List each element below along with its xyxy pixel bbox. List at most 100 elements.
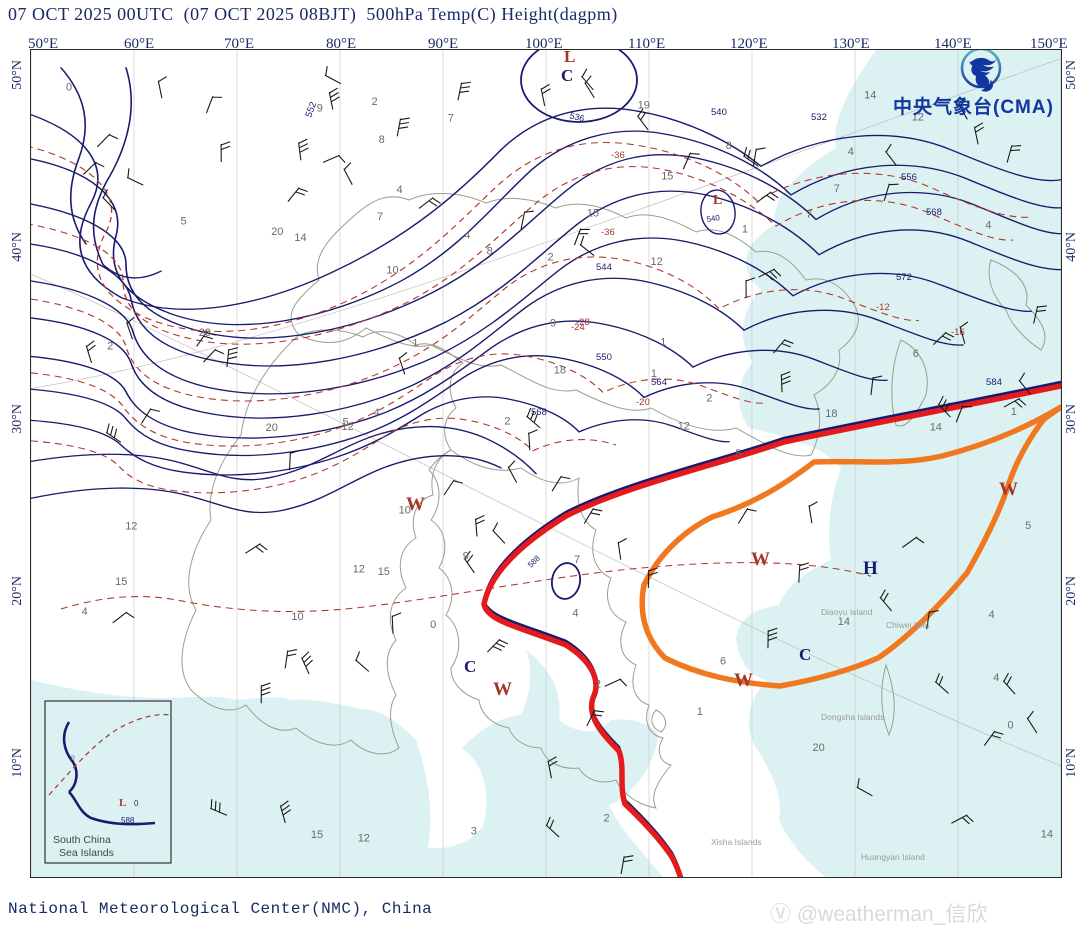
svg-text:C: C	[799, 645, 811, 664]
svg-text:1: 1	[697, 706, 703, 718]
svg-text:12: 12	[651, 256, 663, 268]
svg-text:15: 15	[587, 207, 599, 219]
svg-text:2: 2	[548, 251, 554, 263]
svg-text:14: 14	[864, 89, 876, 101]
svg-text:15: 15	[115, 576, 127, 588]
svg-text:550: 550	[596, 352, 612, 363]
svg-text:18: 18	[554, 365, 566, 377]
svg-text:6: 6	[913, 348, 919, 360]
svg-text:4: 4	[993, 672, 999, 684]
svg-text:20: 20	[813, 742, 825, 754]
svg-text:7: 7	[377, 211, 383, 223]
svg-text:4: 4	[82, 606, 88, 618]
svg-text:2: 2	[107, 341, 113, 353]
svg-text:10: 10	[399, 505, 411, 517]
svg-text:2: 2	[595, 679, 601, 691]
svg-text:5: 5	[343, 416, 349, 428]
svg-text:7: 7	[574, 554, 580, 566]
svg-text:South China: South China	[53, 834, 111, 846]
svg-text:9: 9	[550, 318, 556, 330]
svg-text:584: 584	[986, 377, 1002, 388]
svg-text:C: C	[464, 657, 476, 676]
svg-text:W: W	[751, 549, 770, 570]
svg-text:9: 9	[71, 755, 75, 762]
svg-text:L: L	[119, 797, 126, 809]
svg-text:14: 14	[294, 232, 306, 244]
svg-text:5: 5	[735, 448, 741, 460]
svg-text:556: 556	[901, 172, 917, 183]
svg-text:2: 2	[372, 96, 378, 108]
svg-text:19: 19	[638, 100, 650, 112]
svg-text:9: 9	[317, 102, 323, 114]
svg-text:14: 14	[1041, 829, 1053, 841]
svg-text:-12: -12	[876, 302, 890, 313]
svg-text:10: 10	[291, 611, 303, 623]
svg-text:-36: -36	[601, 227, 615, 238]
svg-text:2: 2	[504, 415, 510, 427]
svg-text:15: 15	[661, 171, 673, 183]
svg-text:Diaoyu Island: Diaoyu Island	[821, 607, 873, 617]
svg-text:0: 0	[430, 619, 436, 631]
svg-text:H: H	[863, 558, 878, 579]
svg-text:2: 2	[706, 392, 712, 404]
svg-text:W: W	[493, 679, 512, 700]
svg-text:532: 532	[811, 112, 827, 123]
svg-text:Xisha Islands: Xisha Islands	[711, 837, 762, 847]
svg-text:Sea Islands: Sea Islands	[59, 847, 114, 859]
svg-text:7: 7	[834, 183, 840, 195]
svg-text:20: 20	[271, 226, 283, 238]
svg-text:20: 20	[266, 422, 278, 434]
svg-text:-24: -24	[571, 322, 585, 333]
svg-text:4: 4	[572, 607, 578, 619]
svg-text:12: 12	[125, 521, 137, 533]
svg-text:4: 4	[989, 609, 995, 621]
svg-text:1: 1	[1011, 406, 1017, 418]
svg-text:W: W	[999, 479, 1018, 500]
svg-text:572: 572	[896, 272, 912, 283]
svg-text:0: 0	[1008, 719, 1014, 731]
svg-text:5: 5	[1025, 520, 1031, 532]
svg-text:-20: -20	[636, 397, 650, 408]
svg-text:1: 1	[651, 368, 657, 380]
svg-text:1: 1	[660, 337, 666, 349]
svg-text:1: 1	[412, 338, 418, 350]
svg-text:5: 5	[181, 216, 187, 228]
svg-text:10: 10	[386, 264, 398, 276]
svg-text:Huangyan Island: Huangyan Island	[861, 852, 925, 862]
svg-text:18: 18	[825, 408, 837, 420]
svg-text:588: 588	[121, 816, 135, 825]
svg-text:7: 7	[806, 209, 812, 221]
svg-text:4: 4	[374, 407, 380, 419]
svg-text:W: W	[734, 670, 753, 691]
svg-text:588: 588	[526, 553, 542, 569]
svg-text:4: 4	[397, 184, 403, 196]
svg-text:540: 540	[711, 107, 727, 118]
svg-text:6: 6	[720, 655, 726, 667]
svg-text:568: 568	[926, 207, 942, 218]
svg-text:8: 8	[726, 140, 732, 152]
svg-text:L: L	[713, 193, 722, 208]
svg-text:20: 20	[199, 327, 211, 339]
svg-text:9: 9	[463, 550, 469, 562]
svg-text:12: 12	[358, 832, 370, 844]
svg-text:15: 15	[311, 829, 323, 841]
svg-text:0: 0	[66, 81, 72, 93]
svg-text:544: 544	[596, 262, 612, 273]
svg-text:12: 12	[353, 563, 365, 575]
svg-text:-36: -36	[611, 150, 625, 161]
svg-text:Chiwei Islet: Chiwei Islet	[886, 620, 930, 630]
svg-text:2: 2	[604, 813, 610, 825]
svg-text:L: L	[564, 50, 575, 66]
svg-text:15: 15	[378, 566, 390, 578]
svg-text:4: 4	[848, 146, 854, 158]
svg-text:4: 4	[985, 219, 991, 231]
svg-text:12: 12	[678, 420, 690, 432]
svg-text:14: 14	[930, 421, 942, 433]
svg-text:14: 14	[838, 616, 850, 628]
svg-text:8: 8	[487, 245, 493, 257]
svg-text:1: 1	[742, 224, 748, 236]
svg-text:0: 0	[134, 799, 139, 808]
svg-text:540: 540	[706, 213, 721, 224]
svg-text:3: 3	[471, 826, 477, 838]
svg-text:4: 4	[464, 230, 470, 242]
